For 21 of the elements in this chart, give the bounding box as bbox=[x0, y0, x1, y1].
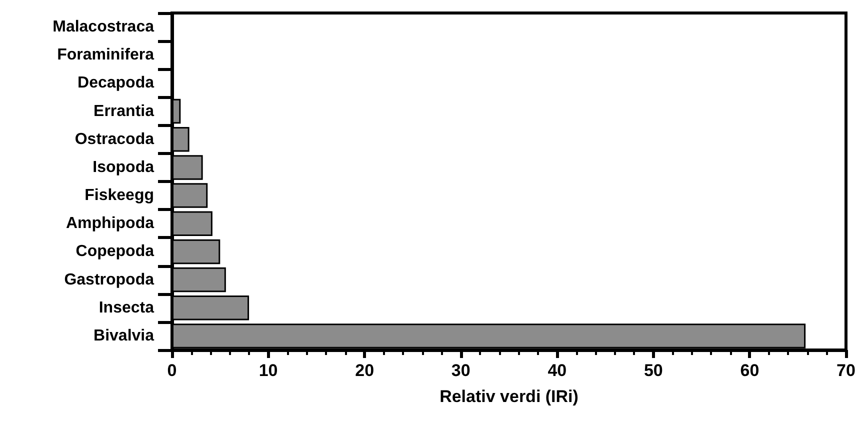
x-tick-label: 50 bbox=[644, 361, 663, 380]
y-tick-label: Bivalvia bbox=[94, 327, 154, 344]
y-tick-label: Amphipoda bbox=[66, 215, 154, 232]
x-tick-label: 20 bbox=[355, 361, 374, 380]
y-tick-label: Copepoda bbox=[76, 243, 154, 260]
x-tick-label: 70 bbox=[836, 361, 856, 380]
x-tick-label: 40 bbox=[548, 361, 567, 380]
y-tick-label: Foraminifera bbox=[57, 46, 154, 64]
y-tick-label: Errantia bbox=[94, 102, 154, 120]
y-tick-label: Insecta bbox=[98, 299, 154, 316]
x-tick-label: 30 bbox=[451, 361, 470, 380]
y-tick-label: Isopoda bbox=[92, 158, 154, 176]
y-tick-label: Ostracoda bbox=[74, 130, 154, 148]
x-tick-label: 60 bbox=[740, 361, 760, 380]
y-tick-label: Malacostraca bbox=[52, 18, 154, 36]
x-axis-title: Relativ verdi (IRi) bbox=[440, 387, 578, 406]
y-tick-label: Decapoda bbox=[78, 74, 154, 92]
y-tick-label: Fiskeegg bbox=[84, 187, 154, 204]
x-tick-label: 0 bbox=[167, 361, 177, 380]
y-tick-label: Gastropoda bbox=[64, 271, 154, 288]
x-tick-label: 10 bbox=[258, 361, 278, 380]
